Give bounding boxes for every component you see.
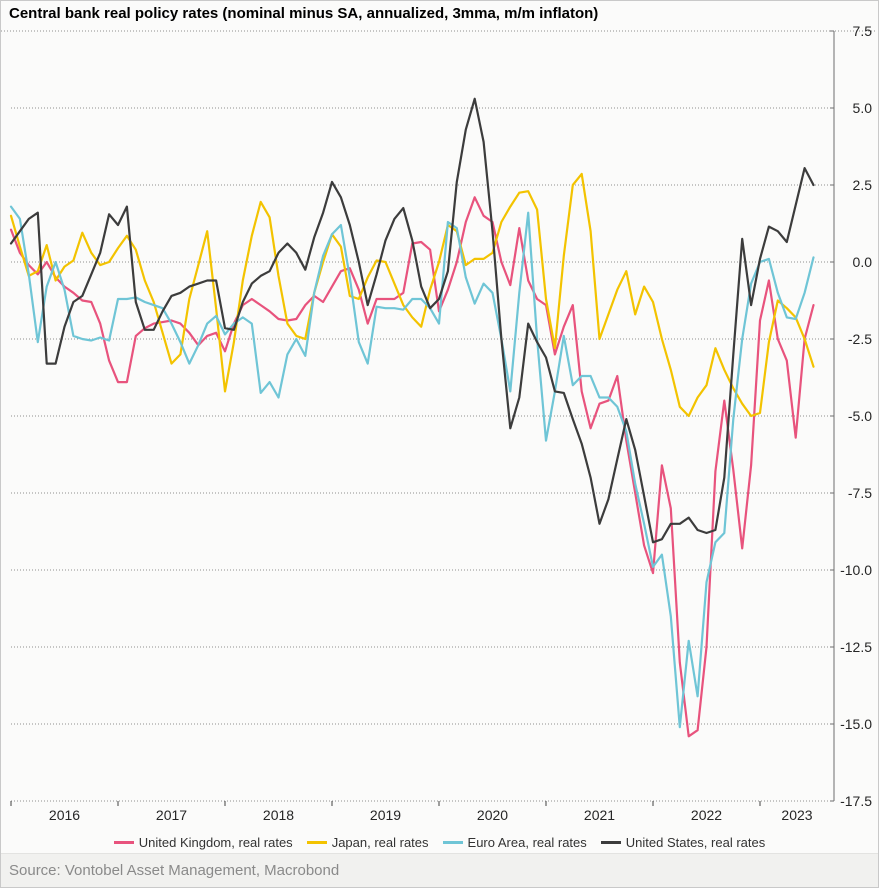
legend-swatch-icon (442, 840, 463, 844)
y-tick-label: -10.0 (840, 562, 872, 578)
y-tick-label: -17.5 (840, 793, 872, 809)
legend-label: United States, real rates (625, 834, 766, 850)
x-tick-label-2019: 2019 (370, 807, 401, 823)
y-tick-label: -12.5 (840, 639, 872, 655)
x-tick-label-2016: 2016 (49, 807, 80, 823)
y-tick-label: 2.5 (853, 177, 873, 193)
legend-label: Japan, real rates (331, 834, 429, 850)
chart-legend: United Kingdom, real rates Japan, real ra… (1, 831, 878, 853)
legend-item-united-kingdom: United Kingdom, real rates (113, 834, 293, 850)
series-line-japan (9, 172, 815, 418)
x-tick-label-2021: 2021 (584, 807, 615, 823)
legend-swatch-icon (113, 840, 134, 844)
y-tick-label: -15.0 (840, 716, 872, 732)
series-line-united-kingdom (9, 196, 815, 738)
x-tick-label-2020: 2020 (477, 807, 508, 823)
y-tick-label: 5.0 (853, 100, 873, 116)
line-chart-plot: 7.5 5.0 2.5 0.0 -2.5 -5.0 -7.5 -10.0 -12.5 -15.0 -… (1, 23, 877, 823)
legend-label: United Kingdom, real rates (138, 834, 293, 850)
y-tick-label: -5.0 (848, 408, 872, 424)
source-text: Source: Vontobel Asset Management, Macro… (9, 862, 340, 879)
y-tick-label: 7.5 (853, 23, 873, 39)
legend-label: Euro Area, real rates (467, 834, 587, 850)
x-tick-label-2017: 2017 (156, 807, 187, 823)
source-bar: Source: Vontobel Asset Management, Macro… (1, 853, 878, 887)
chart-title: Central bank real policy rates (nominal … (9, 5, 599, 22)
legend-item-united-states: United States, real rates (600, 834, 766, 850)
legend-swatch-icon (600, 840, 621, 844)
x-tick-label-2022: 2022 (691, 807, 722, 823)
legend-item-japan: Japan, real rates (306, 834, 429, 850)
y-tick-label: -7.5 (848, 485, 872, 501)
y-tick-label: -2.5 (848, 331, 872, 347)
x-tick-label-2023: 2023 (781, 807, 812, 823)
x-tick-label-2018: 2018 (263, 807, 294, 823)
y-tick-label: 0.0 (853, 254, 873, 270)
series-line-euro-area (9, 205, 815, 729)
legend-swatch-icon (306, 840, 327, 844)
series-line-united-states (9, 97, 815, 544)
legend-item-euro-area: Euro Area, real rates (442, 834, 587, 850)
